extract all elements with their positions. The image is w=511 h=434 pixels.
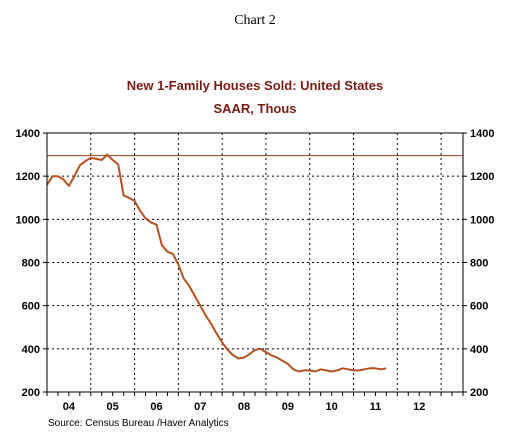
axis-ticks [43, 132, 467, 396]
y-tick-label-right: 1200 [470, 171, 494, 183]
y-tick-label-right: 400 [470, 344, 488, 356]
chart-subtitle: SAAR, Thous [213, 101, 296, 116]
y-tick-label-right: 600 [470, 301, 488, 313]
y-tick-label-right: 1400 [470, 128, 494, 140]
plot-frame [46, 132, 464, 393]
x-tick-label: 05 [107, 401, 119, 413]
chart-title: New 1-Family Houses Sold: United States [127, 78, 383, 93]
chart-caption: Chart 2 [234, 13, 276, 28]
x-tick-label: 09 [282, 401, 294, 413]
y-tick-label-right: 800 [470, 258, 488, 270]
grid-lines [47, 133, 463, 392]
y-tick-label-left: 1200 [16, 171, 40, 183]
y-tick-label-left: 1000 [16, 214, 40, 226]
y-tick-label-right: 1000 [470, 214, 494, 226]
x-tick-label: 04 [63, 401, 76, 413]
x-tick-label: 06 [150, 401, 162, 413]
source-note: Source: Census Bureau /Haver Analytics [48, 418, 229, 429]
series-line-houses-sold [46, 153, 387, 373]
x-tick-label: 10 [326, 401, 338, 413]
y-tick-label-left: 1400 [16, 128, 40, 140]
x-tick-label: 11 [370, 401, 382, 413]
y-tick-label-left: 400 [22, 344, 40, 356]
x-tick-label: 08 [238, 401, 250, 413]
y-tick-label-left: 200 [22, 387, 40, 399]
y-tick-label-left: 800 [22, 258, 40, 270]
x-tick-label: 07 [194, 401, 206, 413]
y-tick-label-left: 600 [22, 301, 40, 313]
tick-labels: 200 200 400 400 600 600 800 800 1000 1000 1200 1200… [16, 128, 495, 413]
y-tick-label-right: 200 [470, 387, 488, 399]
x-tick-label: 12 [413, 401, 425, 413]
